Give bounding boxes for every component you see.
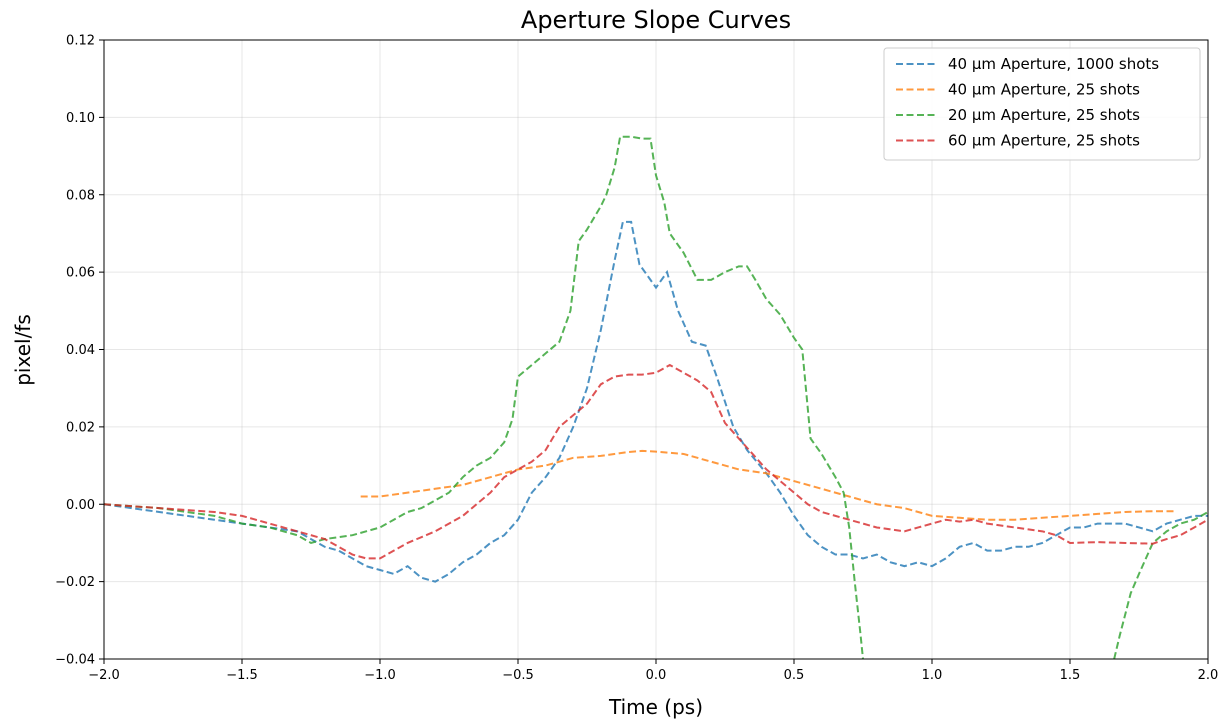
legend-label: 40 µm Aperture, 25 shots <box>948 81 1140 99</box>
legend-label: 60 µm Aperture, 25 shots <box>948 132 1140 150</box>
x-tick-label: −1.0 <box>364 668 396 683</box>
series-lines <box>104 135 1208 659</box>
legend-label: 20 µm Aperture, 25 shots <box>948 106 1140 124</box>
y-axis-ticks: −0.04 −0.02 0.00 0.02 0.04 0.06 0.08 0.10 0.12 <box>55 34 104 668</box>
series-line <box>360 449 1175 521</box>
x-axis-ticks: −2.0 −1.5 −1.0 −0.5 0.0 0.5 1.0 1.5 2.0 <box>88 659 1218 683</box>
series-line <box>104 220 1208 583</box>
series-line <box>1113 511 1208 659</box>
x-tick-label: −0.5 <box>502 668 534 683</box>
x-tick-label: 1.0 <box>922 668 943 683</box>
x-tick-label: 0.5 <box>784 668 805 683</box>
series-line <box>104 363 1208 560</box>
chart-title: Aperture Slope Curves <box>521 6 791 34</box>
y-tick-label: −0.02 <box>55 575 95 590</box>
y-tick-label: 0.08 <box>66 188 95 203</box>
y-axis-label: pixel/fs <box>11 314 35 386</box>
x-tick-label: 0.0 <box>646 668 667 683</box>
y-tick-label: 0.12 <box>66 34 95 49</box>
x-axis-label: Time (ps) <box>608 695 703 719</box>
y-tick-label: 0.00 <box>66 498 95 513</box>
y-tick-label: 0.10 <box>66 111 95 126</box>
x-tick-label: 1.5 <box>1060 668 1081 683</box>
y-tick-label: 0.04 <box>66 343 95 358</box>
legend: 40 µm Aperture, 1000 shots 40 µm Aperture… <box>883 47 1201 161</box>
series-line <box>104 135 864 659</box>
legend-label: 40 µm Aperture, 1000 shots <box>948 55 1159 73</box>
y-tick-label: 0.06 <box>66 266 95 281</box>
y-tick-label: −0.04 <box>55 653 95 668</box>
x-tick-label: −2.0 <box>88 668 120 683</box>
y-tick-label: 0.02 <box>66 420 95 435</box>
x-tick-label: 2.0 <box>1198 668 1219 683</box>
x-tick-label: −1.5 <box>226 668 258 683</box>
legend-box <box>883 47 1201 161</box>
